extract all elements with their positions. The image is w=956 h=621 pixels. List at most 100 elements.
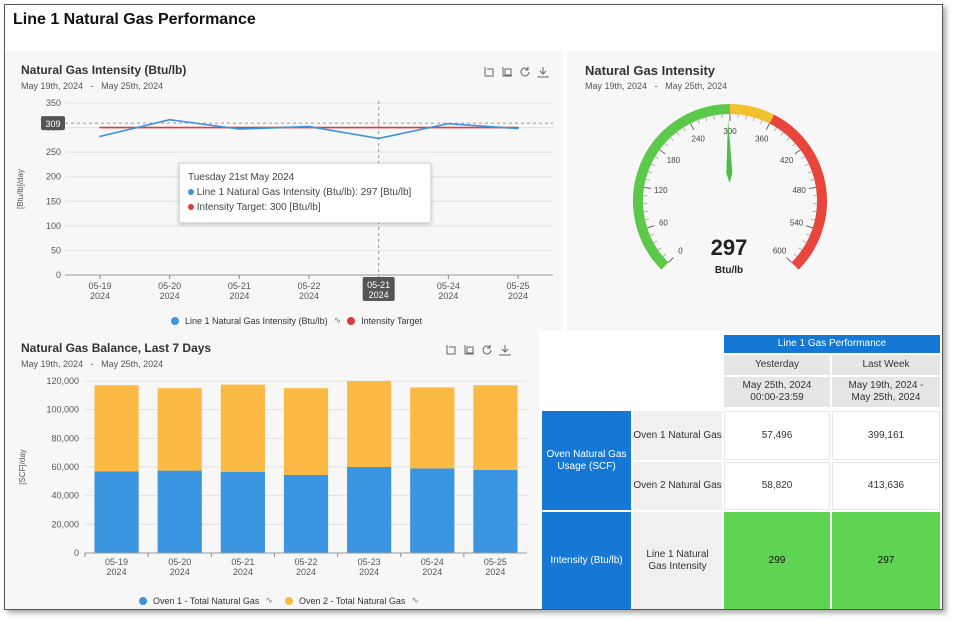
gauge-title: Natural Gas Intensity: [585, 63, 716, 78]
zoom-icon[interactable]: [445, 343, 457, 355]
bar-oven2: [220, 384, 265, 473]
cell-intensity-yesterday: 299: [724, 512, 830, 609]
gauge-minor-tick: [651, 163, 656, 166]
gauge-minor-tick: [670, 137, 674, 141]
line-chart-icon[interactable]: ∿: [411, 595, 419, 605]
gauge-tick-label: 300: [723, 127, 737, 136]
gauge-minor-tick: [760, 119, 763, 124]
crosshair-y-tag: [41, 116, 65, 131]
x-tick-year: 2024: [422, 567, 442, 577]
tooltip-series1-marker: [188, 189, 194, 195]
x-tick-year: 2024: [359, 567, 379, 577]
data-point: [99, 126, 101, 129]
date-end: May 25th, 2024: [101, 359, 164, 369]
y-tick-label: 50: [51, 245, 61, 255]
gauge-tick-label: 480: [792, 186, 806, 195]
cell-oven2-last-week: 413,636: [832, 462, 940, 510]
x-tick-label: 05-25: [484, 557, 507, 567]
gauge-minor-tick: [654, 156, 659, 160]
x-tick-year: 2024: [170, 567, 190, 577]
gauge-major-tick: [659, 149, 666, 155]
data-point: [517, 127, 519, 130]
gauge-minor-tick: [807, 171, 812, 174]
table-header: Line 1 Gas Performance: [724, 335, 940, 353]
legend-item-oven2[interactable]: Oven 2 - Total Natural Gas: [298, 595, 406, 606]
bar-oven2: [283, 388, 329, 475]
tooltip-series2-text: Intensity Target: 300 [Btu/lb]: [196, 202, 321, 213]
legend-item-target[interactable]: Intensity Target: [361, 315, 422, 326]
gauge-minor-tick: [801, 156, 806, 160]
row-group-usage: Oven Natural Gas Usage (SCF): [542, 411, 631, 510]
zoom-reset-icon[interactable]: [463, 343, 475, 355]
row-label-intensity: Line 1 Natural Gas Intensity: [633, 512, 722, 609]
y-tick-label: 20,000: [51, 519, 79, 529]
gauge-unit: Btu/lb: [714, 265, 744, 276]
bar-oven1: [94, 471, 139, 553]
gauge-major-tick: [786, 257, 792, 263]
bar-oven2: [157, 388, 202, 471]
gauge-minor-tick: [645, 218, 650, 221]
data-point: [238, 128, 241, 130]
row-label-oven2: Oven 2 Natural Gas: [633, 462, 722, 510]
x-tick-label: 05-22: [297, 281, 320, 291]
balance-chart-panel: Natural Gas Balance, Last 7 Days May 19t…: [5, 331, 539, 609]
legend-item-intensity[interactable]: Line 1 Natural Gas Intensity (Btu/lb): [185, 315, 328, 326]
cell-oven2-yesterday: 58,820: [724, 462, 830, 510]
gauge-minor-tick: [664, 143, 668, 147]
gauge-major-tick: [808, 186, 817, 189]
y-tick-label: 350: [46, 98, 61, 108]
gauge-major-tick: [643, 186, 652, 189]
x-tick-label: 05-21: [228, 281, 251, 291]
intensity-chart-date-range: May 19th, 2024 - May 25th, 2024: [21, 81, 163, 91]
legend-item-oven1[interactable]: Oven 1 - Total Natural Gas: [153, 595, 260, 606]
gauge-minor-tick: [705, 117, 708, 122]
bar-oven1: [473, 469, 518, 553]
line-chart-icon[interactable]: ∿: [265, 595, 273, 605]
bar-oven1: [220, 472, 265, 553]
gauge-minor-tick: [793, 253, 798, 257]
gauge-needle: [726, 119, 733, 184]
y-tick-label: 200: [46, 172, 61, 182]
date-end: May 25th, 2024: [665, 81, 728, 91]
date-separator: -: [90, 81, 94, 91]
x-tick-year: 2024: [233, 567, 253, 577]
date-start: May 19th, 2024: [585, 81, 648, 91]
y-axis-label: [Btu/lb]/day: [16, 169, 25, 209]
intensity-chart-toolbox: [483, 65, 549, 78]
line-chart-icon[interactable]: ∿: [333, 315, 342, 325]
gauge-minor-tick: [645, 179, 650, 181]
date-end: May 25th, 2024: [101, 81, 164, 91]
download-icon[interactable]: [499, 343, 511, 356]
bar-oven2: [94, 385, 139, 472]
zoom-icon[interactable]: [483, 65, 495, 77]
refresh-icon[interactable]: [519, 65, 531, 77]
legend-marker-oven1: [139, 596, 147, 605]
gauge-tick-label: 420: [780, 156, 794, 165]
zoom-reset-icon[interactable]: [501, 65, 513, 77]
refresh-icon[interactable]: [481, 343, 493, 355]
gauge-tick-label: 360: [755, 135, 769, 144]
download-icon[interactable]: [537, 65, 549, 78]
cell-oven1-yesterday: 57,496: [724, 411, 830, 460]
gauge-minor-tick: [713, 115, 715, 120]
gauge-major-tick: [794, 149, 801, 155]
y-tick-label: 100: [46, 221, 61, 231]
y-tick-label: 80,000: [51, 433, 79, 443]
crosshair-y-value: 309: [45, 119, 60, 129]
gauge-minor-tick: [648, 171, 653, 174]
gauge-minor-tick: [810, 218, 815, 221]
chart-tooltip: Tuesday 21st May 2024 Line 1 Natural Gas…: [179, 163, 431, 223]
x-tick-label: 05-19: [105, 557, 128, 567]
intensity-chart-legend: Line 1 Natural Gas Intensity (Btu/lb) ∿ …: [171, 315, 422, 326]
gauge-date-range: May 19th, 2024 - May 25th, 2024: [585, 81, 727, 91]
col-range-yesterday: May 25th, 2024 00:00-23:59: [724, 377, 830, 407]
gauge-tick-label: 600: [773, 246, 787, 255]
bar-oven1: [347, 467, 392, 553]
gauge-minor-tick: [806, 233, 810, 236]
gauge-tick-label: 0: [678, 246, 683, 255]
row-group-intensity: Intensity (Btu/lb): [542, 512, 631, 609]
gauge-major-tick: [647, 225, 655, 229]
x-tick-year: 2024: [508, 291, 528, 301]
crosshair-x-tag: [362, 277, 395, 301]
x-tick-year: 2024: [229, 291, 249, 301]
